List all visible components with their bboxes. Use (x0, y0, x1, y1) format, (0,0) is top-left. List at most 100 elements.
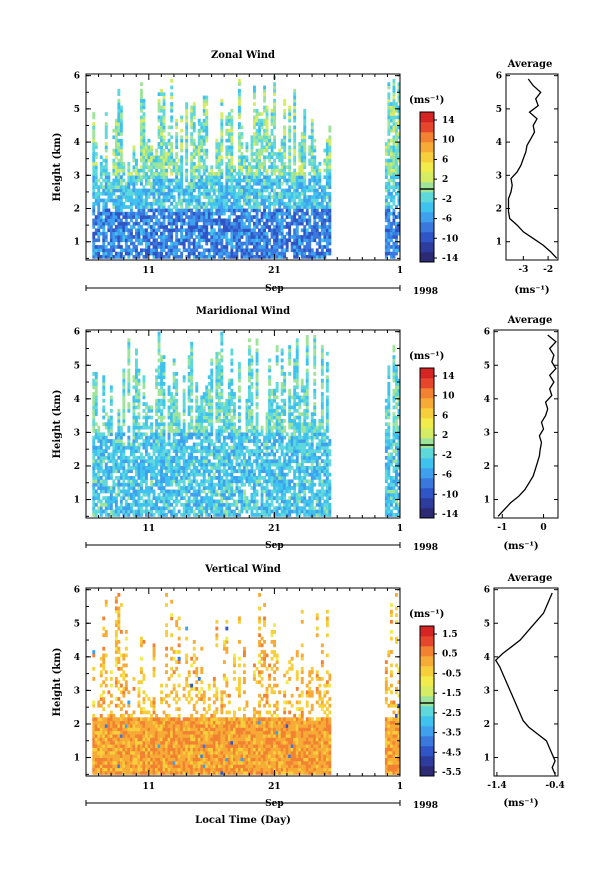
heatmap-cell (197, 231, 201, 236)
heatmap-cell (210, 502, 214, 507)
heatmap-cell (192, 221, 196, 226)
heatmap-cell (288, 221, 292, 226)
heatmap-cell (117, 125, 121, 130)
heatmap-cell (117, 128, 121, 133)
heatmap-cell (190, 479, 194, 484)
heatmap-cell (167, 155, 171, 160)
heatmap-cell (135, 205, 138, 209)
heatmap-cell (162, 248, 166, 253)
heatmap-cell (280, 245, 284, 249)
x-tick-label: 1 (397, 266, 403, 276)
heatmap-cell (225, 118, 229, 123)
heatmap-cell (310, 185, 314, 189)
heatmap-cell (202, 168, 206, 173)
heatmap-cell (172, 195, 176, 199)
heatmap-cell (165, 225, 168, 229)
heatmap-cell (177, 472, 181, 477)
heatmap-cell (145, 201, 148, 206)
heatmap-cell (187, 466, 191, 470)
heatmap-cell (109, 245, 113, 249)
heatmap-cell (104, 235, 108, 239)
heatmap-cell (122, 479, 126, 484)
heatmap-cell (122, 225, 126, 229)
heatmap-cell (217, 168, 221, 173)
heatmap-cell (220, 191, 224, 196)
heatmap-cell (137, 395, 141, 400)
heatmap-cell (273, 208, 276, 213)
heatmap-cell (293, 208, 297, 213)
heatmap-cell (162, 98, 166, 103)
heatmap-cell (265, 145, 269, 150)
heatmap-cell (180, 135, 184, 140)
heatmap-cell (227, 128, 231, 133)
heatmap-cell (92, 462, 96, 467)
heatmap-cell (197, 142, 201, 146)
heatmap-cell (155, 472, 158, 477)
heatmap-cell (392, 185, 396, 189)
heatmap-cell (303, 218, 307, 223)
x-tick-label: 11 (143, 266, 156, 276)
heatmap-cell (392, 122, 396, 126)
heatmap-cell (325, 175, 329, 179)
heatmap-cell (150, 218, 153, 223)
heatmap-cell (390, 175, 393, 179)
heatmap-cell (202, 506, 206, 511)
heatmap-cell (283, 135, 287, 140)
heatmap-cell (222, 402, 226, 406)
heatmap-cell (197, 235, 201, 239)
heatmap-cell (235, 228, 239, 233)
heatmap-cell (192, 238, 196, 243)
heatmap-cell (127, 375, 131, 380)
heatmap-cell (200, 429, 204, 433)
heatmap-cell (192, 198, 196, 203)
heatmap-cell (117, 221, 121, 226)
heatmap-cell (142, 432, 146, 437)
heatmap-cell (104, 248, 108, 253)
heatmap-cell (390, 198, 393, 203)
heatmap-cell (310, 158, 314, 163)
heatmap-cell (278, 231, 282, 236)
heatmap-cell (175, 482, 179, 487)
heatmap-cell (112, 469, 116, 474)
heatmap-cell (130, 502, 133, 507)
heatmap-cell (109, 439, 113, 443)
heatmap-cell (130, 449, 133, 453)
heatmap-cell (162, 165, 166, 169)
heatmap-cell (119, 118, 123, 123)
heatmap-cell (112, 231, 116, 236)
heatmap-cell (227, 158, 231, 163)
heatmap-cell (142, 208, 146, 213)
heatmap-cell (157, 499, 161, 504)
heatmap-cell (117, 188, 121, 193)
heatmap-cell (127, 355, 131, 359)
heatmap-cell (255, 175, 259, 179)
heatmap-cell (160, 445, 163, 450)
heatmap-cell (288, 158, 292, 163)
heatmap-cell (145, 142, 148, 146)
heatmap-cell (278, 191, 282, 196)
heatmap-cell (117, 235, 121, 239)
heatmap-cell (308, 205, 312, 209)
heatmap-cell (260, 191, 264, 196)
heatmap-cell (122, 372, 126, 376)
heatmap-cell (210, 165, 214, 169)
heatmap-cell (283, 188, 287, 193)
heatmap-cell (104, 191, 108, 196)
heatmap-cell (92, 218, 96, 223)
heatmap-cell (94, 255, 98, 259)
heatmap-cell (222, 482, 226, 487)
heatmap-cell (187, 502, 191, 507)
heatmap-cell (167, 191, 171, 196)
heatmap-cell (212, 472, 216, 477)
heatmap-cell (107, 248, 111, 253)
heatmap-cell (253, 85, 256, 90)
heatmap-cell (172, 479, 176, 484)
heatmap-cell (137, 402, 141, 406)
heatmap-cell (263, 148, 266, 153)
heatmap-cell (238, 228, 241, 233)
heatmap-cell (147, 148, 151, 153)
heatmap-cell (395, 162, 398, 166)
heatmap-cell (220, 486, 224, 490)
heatmap-cell (225, 235, 229, 239)
heatmap-cell (315, 251, 319, 256)
